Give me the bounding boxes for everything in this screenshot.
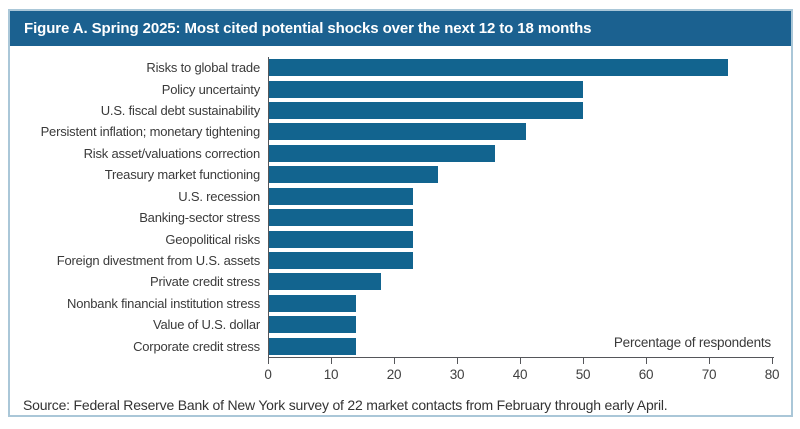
category-label: Treasury market functioning [104, 167, 260, 183]
x-axis-tick-label: 40 [512, 367, 528, 382]
bar-row: Treasury market functioning [10, 164, 791, 185]
bar-track [268, 337, 772, 355]
x-axis-tick [394, 357, 395, 364]
bar-row: Nonbank financial institution stress [10, 293, 791, 314]
x-axis-tick-label: 20 [386, 367, 402, 382]
bar-row: Foreign divestment from U.S. assets [10, 250, 791, 271]
x-axis-tick-label: 50 [575, 367, 591, 382]
category-label: Value of U.S. dollar [152, 317, 260, 333]
x-axis-tick [583, 357, 584, 364]
x-axis-tick-label: 0 [264, 367, 272, 382]
x-axis-tick [646, 357, 647, 364]
bar [268, 59, 728, 77]
bar-track [268, 187, 772, 205]
bar-row: Banking-sector stress [10, 207, 791, 228]
bar-row: U.S. fiscal debt sustainability [10, 100, 791, 121]
bar [268, 230, 413, 248]
bar-row: Private credit stress [10, 271, 791, 292]
bar-track [268, 166, 772, 184]
bar-track [268, 316, 772, 334]
bar-track [268, 294, 772, 312]
bar [268, 316, 357, 334]
bar [268, 209, 413, 227]
x-axis-line [268, 357, 774, 358]
y-axis-line [268, 57, 269, 358]
bar [268, 294, 357, 312]
figure-title: Figure A. Spring 2025: Most cited potent… [10, 11, 791, 46]
category-label: Geopolitical risks [165, 231, 260, 247]
bar [268, 102, 583, 120]
bar-track [268, 209, 772, 227]
x-axis-tick [457, 357, 458, 364]
bar-track [268, 59, 772, 77]
bar [268, 166, 439, 184]
x-axis-tick [520, 357, 521, 364]
bar [268, 144, 495, 162]
bar-row: Risk asset/valuations correction [10, 143, 791, 164]
bar-row: Policy uncertainty [10, 78, 791, 99]
x-axis-tick-label: 30 [449, 367, 465, 382]
figure-container: Figure A. Spring 2025: Most cited potent… [8, 9, 793, 417]
category-label: U.S. fiscal debt sustainability [100, 103, 260, 119]
category-label: Private credit stress [150, 274, 260, 290]
category-label: Foreign divestment from U.S. assets [56, 253, 260, 268]
x-axis-tick-label: 80 [764, 367, 780, 382]
bar-row: Risks to global trade [10, 57, 791, 78]
bar [268, 252, 413, 269]
category-label: Nonbank financial institution stress [67, 295, 260, 311]
bar [268, 123, 527, 141]
category-label: Corporate credit stress [133, 338, 260, 354]
bar-row: Corporate credit stress [10, 335, 791, 356]
bar-row: Persistent inflation; monetary tightenin… [10, 121, 791, 142]
category-label: U.S. recession [178, 188, 260, 204]
bar-row: Value of U.S. dollar [10, 314, 791, 335]
x-axis-tick [709, 357, 710, 364]
bar [268, 337, 357, 355]
bar-track [268, 123, 772, 141]
bar-row: Geopolitical risks [10, 228, 791, 249]
x-axis-tick [772, 357, 773, 364]
x-axis-tick-label: 10 [323, 367, 339, 382]
category-label: Banking-sector stress [139, 210, 260, 226]
bar [268, 273, 382, 291]
bar-track [268, 80, 772, 98]
bar-track [268, 273, 772, 291]
x-axis-tick [331, 357, 332, 364]
category-label: Policy uncertainty [161, 81, 260, 97]
source-note: Source: Federal Reserve Bank of New York… [23, 397, 668, 413]
x-axis-tick [268, 357, 269, 364]
bar [268, 187, 413, 205]
bar-track [268, 144, 772, 162]
category-label: Risk asset/valuations correction [83, 145, 261, 161]
bar-track [268, 102, 772, 120]
bar [268, 80, 583, 98]
x-axis-tick-label: 60 [638, 367, 654, 382]
bar-row: U.S. recession [10, 186, 791, 207]
bar-rows: Risks to global trade Policy uncertainty U… [10, 57, 791, 357]
category-label: Risks to global trade [146, 60, 260, 76]
category-label: Persistent inflation; monetary tightenin… [40, 124, 261, 140]
x-axis-label: Percentage of respondents [613, 335, 771, 350]
bar-track [268, 252, 772, 269]
x-axis-tick-label: 70 [701, 367, 717, 382]
bar-track [268, 230, 772, 248]
